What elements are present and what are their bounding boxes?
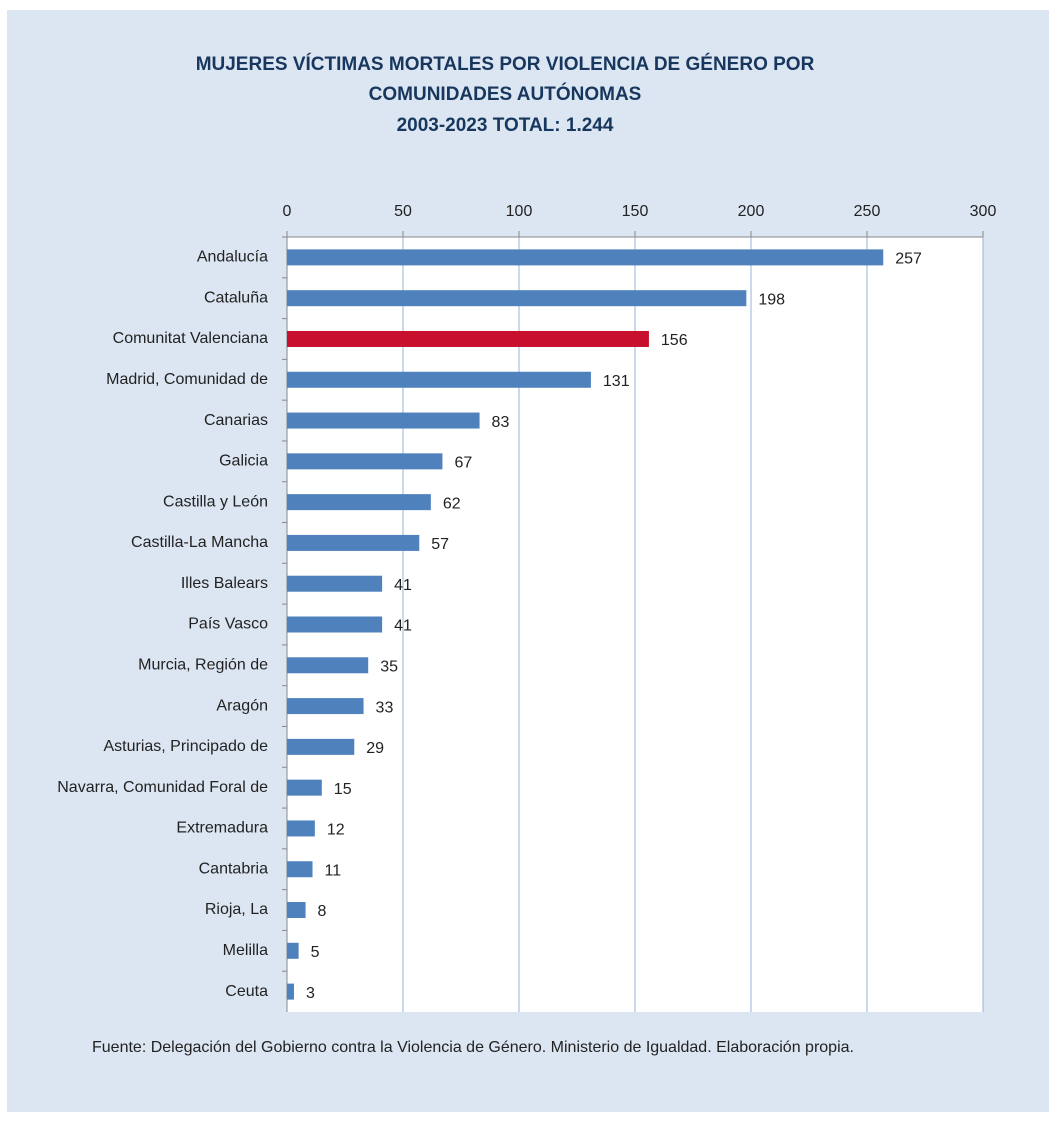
bar [287, 902, 306, 919]
x-tick-label: 100 [506, 203, 533, 220]
data-label: 11 [325, 862, 342, 879]
bar [287, 575, 383, 592]
data-label: 5 [311, 944, 320, 961]
bar [287, 534, 420, 551]
x-tick-label: 150 [622, 203, 649, 220]
chart-title: MUJERES VÍCTIMAS MORTALES POR VIOLENCIA … [195, 54, 815, 105]
y-tick-label: Madrid, Comunidad de [106, 371, 268, 388]
data-label: 156 [661, 332, 688, 349]
data-label: 29 [366, 740, 384, 757]
y-tick-label: Asturias, Principado de [103, 738, 268, 755]
data-label: 198 [758, 291, 785, 308]
data-label: 15 [334, 781, 352, 798]
x-tick-label: 0 [283, 203, 292, 220]
data-label: 41 [394, 618, 412, 635]
bar [287, 983, 294, 1000]
y-tick-label: País Vasco [188, 616, 268, 633]
y-tick-label: Melilla [223, 942, 268, 959]
y-tick-label: Cataluña [204, 289, 268, 306]
data-label: 67 [454, 455, 472, 472]
data-label: 257 [895, 251, 922, 268]
bar [287, 249, 884, 266]
y-tick-label: Castilla y León [163, 493, 268, 510]
bar [287, 820, 315, 837]
y-tick-label: Galicia [219, 453, 268, 470]
y-tick-label: Navarra, Comunidad Foral de [57, 779, 268, 796]
chart-subtitle: 2003-2023 TOTAL: 1.244 [396, 115, 614, 136]
data-label: 8 [318, 903, 327, 920]
data-label: 3 [306, 985, 315, 1002]
y-tick-label: Andalucía [197, 249, 268, 266]
bar [287, 861, 313, 878]
x-tick-label: 200 [738, 203, 765, 220]
y-tick-label: Castilla-La Mancha [131, 534, 268, 551]
bar [287, 738, 355, 755]
source-note: Fuente: Delegación del Gobierno contra l… [92, 1039, 854, 1056]
bar [287, 330, 649, 347]
x-tick-label: 50 [394, 203, 412, 220]
bar [287, 657, 369, 674]
data-label: 131 [603, 373, 630, 390]
bar [287, 412, 480, 429]
data-label: 62 [443, 495, 461, 512]
y-tick-label: Comunitat Valenciana [113, 330, 268, 347]
bar [287, 371, 591, 388]
bar [287, 698, 364, 715]
data-label: 41 [394, 577, 412, 594]
x-tick-label: 300 [970, 203, 997, 220]
y-tick-label: Rioja, La [205, 901, 268, 918]
y-tick-label: Cantabria [199, 860, 268, 877]
y-tick-label: Extremadura [176, 820, 268, 837]
bar [287, 453, 443, 470]
data-label: 12 [327, 822, 345, 839]
data-label: 83 [492, 414, 510, 431]
x-tick-label: 250 [854, 203, 881, 220]
bar [287, 616, 383, 633]
bar [287, 779, 322, 796]
data-label: 57 [431, 536, 449, 553]
bar [287, 494, 431, 511]
bar [287, 290, 747, 307]
bar [287, 942, 299, 959]
y-tick-label: Aragón [216, 697, 268, 714]
y-tick-label: Canarias [204, 412, 268, 429]
y-tick-label: Ceuta [225, 983, 268, 1000]
data-label: 33 [376, 699, 394, 716]
y-tick-label: Illes Balears [181, 575, 268, 592]
data-label: 35 [380, 659, 398, 676]
y-tick-label: Murcia, Región de [138, 657, 268, 674]
